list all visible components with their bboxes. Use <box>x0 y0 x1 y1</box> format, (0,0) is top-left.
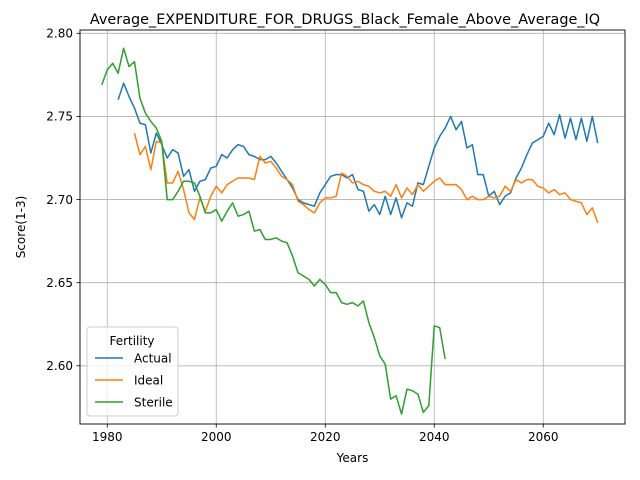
x-tick-label: 2000 <box>201 430 232 444</box>
series-lines <box>101 47 599 415</box>
series-line-sterile <box>101 47 446 415</box>
y-tick-label: 2.60 <box>46 359 73 373</box>
x-tick-label: 2020 <box>310 430 341 444</box>
x-tick-label: 2060 <box>528 430 559 444</box>
y-tick-label: 2.75 <box>46 110 73 124</box>
legend-box <box>86 326 179 417</box>
x-tick-label: 1980 <box>92 430 123 444</box>
x-axis-label: Years <box>336 451 369 465</box>
legend-label-ideal: Ideal <box>134 373 163 387</box>
legend-label-actual: Actual <box>134 351 172 365</box>
legend: Fertility Actual Ideal Sterile <box>86 326 179 417</box>
legend-label-sterile: Sterile <box>134 395 173 409</box>
axis-ticks: 1980 2000 2020 2040 2060 2.60 2.65 2.70 2.75 2.80 <box>46 27 558 444</box>
y-tick-label: 2.65 <box>46 276 73 290</box>
x-tick-label: 2040 <box>419 430 450 444</box>
series-line-actual <box>117 82 599 219</box>
y-tick-label: 2.80 <box>46 27 73 41</box>
y-axis-label: Score(1-3) <box>14 196 28 259</box>
chart-title: Average_EXPENDITURE_FOR_DRUGS_Black_Fema… <box>90 12 600 28</box>
series-line-ideal <box>133 132 599 224</box>
legend-title: Fertility <box>109 334 154 348</box>
plot-frame <box>79 29 626 425</box>
y-tick-label: 2.70 <box>46 193 73 207</box>
